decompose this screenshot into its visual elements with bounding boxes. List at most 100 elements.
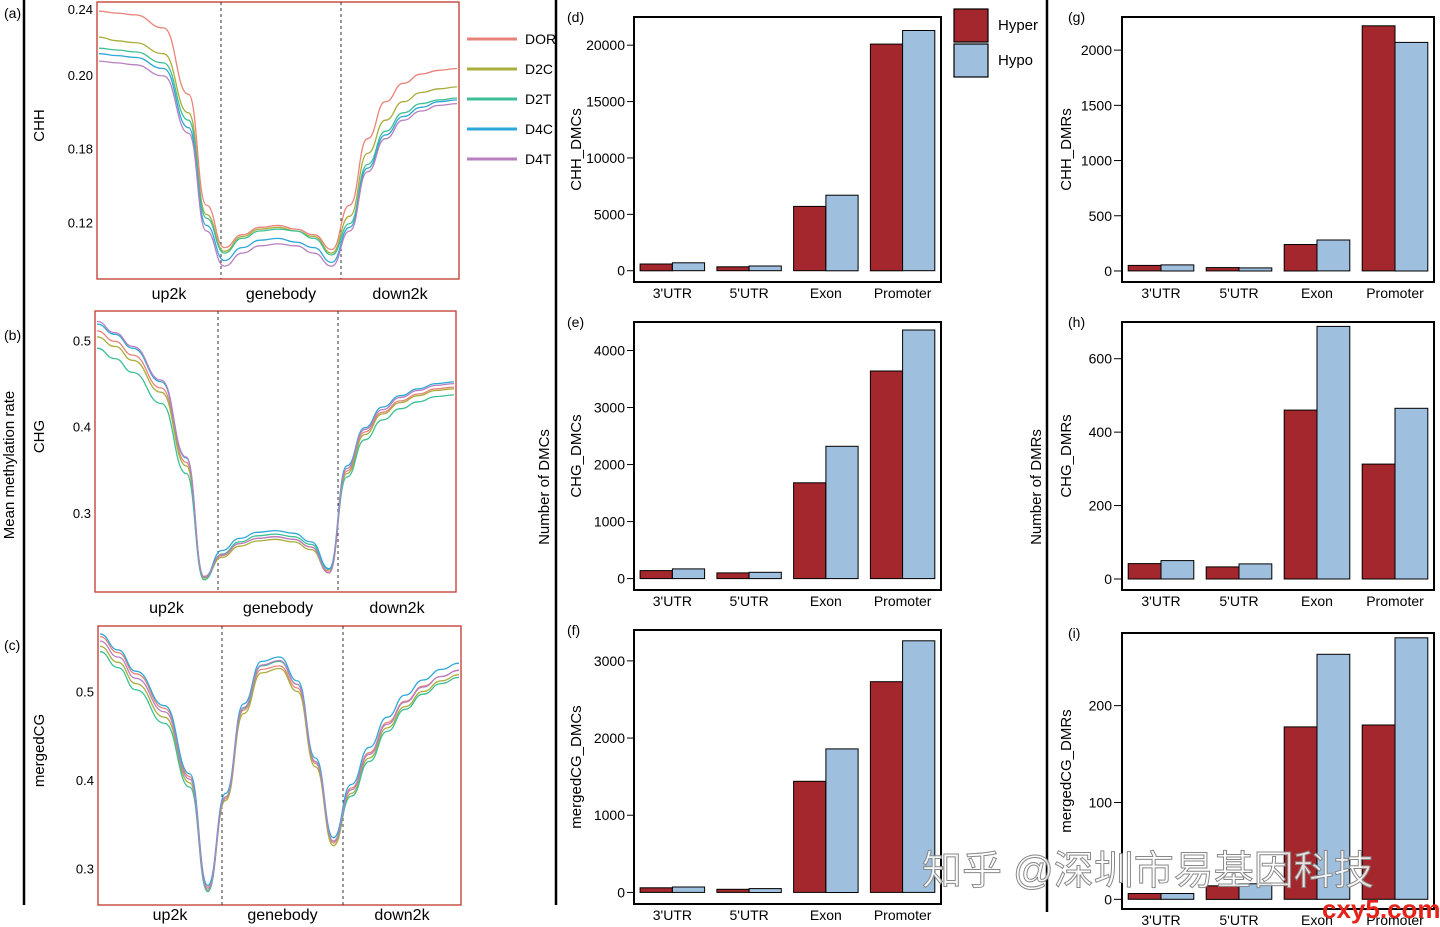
legend-label: D4T bbox=[525, 151, 552, 167]
y-tick-label: 0.12 bbox=[68, 216, 93, 231]
bar-hypo bbox=[1394, 407, 1429, 580]
y-tick-label: 0.3 bbox=[73, 506, 91, 521]
bar-hyper bbox=[716, 888, 750, 893]
y-tick-label: 5000 bbox=[594, 206, 625, 222]
y-tick-label: 0.5 bbox=[73, 333, 91, 348]
panel-label: (e) bbox=[567, 314, 584, 330]
x-tick-label: 3'UTR bbox=[1141, 593, 1180, 609]
x-region-label: down2k bbox=[374, 907, 430, 924]
x-tick-label: Exon bbox=[1301, 285, 1333, 301]
panel-c-mergedcg-line-chart: (c) mergedCG 0.5 0.4 0.3 up2k genebody down2k bbox=[4, 625, 462, 924]
bar-hyper bbox=[1361, 724, 1396, 900]
bar-hypo bbox=[1316, 239, 1351, 272]
panel-label: (a) bbox=[4, 5, 21, 21]
bar-hyper bbox=[1127, 563, 1162, 580]
panel-label: (c) bbox=[4, 637, 20, 653]
series-line-d4t bbox=[96, 320, 455, 578]
bar-hyper bbox=[1205, 267, 1240, 272]
x-region-label: genebody bbox=[246, 286, 316, 303]
y-tick-label: 0 bbox=[1104, 263, 1112, 279]
plot-frame bbox=[633, 16, 942, 283]
x-tick-label: 3'UTR bbox=[1141, 285, 1180, 301]
y-tick-label: 0 bbox=[617, 263, 625, 279]
panel-i-mergedcg-dmrs-bar-chart: (i) mergedCG_DMRs 0 100 200 3'UTR 5'UTR Exon Pro… bbox=[1058, 625, 1435, 927]
x-tick-label: Promoter bbox=[874, 285, 932, 301]
bar-hypo bbox=[1316, 653, 1351, 900]
panel-g-chh-dmrs-bar-chart: (g) CHH_DMRs 0 500 1000 1500 2000 3'UTR 5'UTR Exo… bbox=[1058, 9, 1435, 301]
series-line-d2c bbox=[98, 36, 458, 254]
series-line-dor bbox=[98, 10, 458, 251]
x-tick-label: 5'UTR bbox=[1219, 593, 1258, 609]
legend-label: D4C bbox=[525, 121, 553, 137]
y-tick-label: 1000 bbox=[1081, 153, 1112, 169]
series-line-d2c bbox=[96, 336, 455, 579]
x-region-label: genebody bbox=[247, 907, 317, 924]
panel-a-chh-line-chart: (a) CHH 0.24 0.20 0.18 0.12 up2k genebody down2k bbox=[4, 1, 460, 303]
bar-hyper bbox=[869, 681, 904, 893]
y-tick-label: 0 bbox=[617, 884, 625, 900]
y-axis-label: mergedCG_DMRs bbox=[1058, 709, 1075, 832]
y-tick-label: 0 bbox=[617, 571, 625, 587]
bar-hypo bbox=[902, 329, 936, 580]
bar-hypo bbox=[1394, 637, 1429, 900]
bar-hypo bbox=[748, 265, 782, 272]
panel-label: (f) bbox=[567, 622, 580, 638]
y-tick-label: 0 bbox=[1104, 891, 1112, 907]
y-tick-label: 2000 bbox=[594, 457, 625, 473]
x-tick-label: Promoter bbox=[1366, 593, 1424, 609]
panel-label: (i) bbox=[1068, 625, 1080, 641]
x-tick-label: 5'UTR bbox=[730, 907, 769, 923]
y-axis-label: CHH_DMRs bbox=[1058, 108, 1075, 191]
x-region-label: up2k bbox=[149, 600, 185, 617]
y-tick-label: 0.5 bbox=[76, 684, 94, 699]
bar-hypo bbox=[671, 886, 706, 893]
y-tick-label: 1000 bbox=[594, 807, 625, 823]
y-tick-label: 4000 bbox=[594, 343, 625, 359]
bar-hypo bbox=[1238, 563, 1273, 580]
bar-hyper bbox=[793, 205, 827, 272]
panel-d-chh-dmcs-bar-chart: (d) CHH_DMCs 0 5000 10000 15000 20000 3'UTR 5'UT… bbox=[567, 9, 942, 301]
plot-frame bbox=[94, 310, 457, 593]
bar-hyper bbox=[1283, 409, 1318, 580]
bar-hypo bbox=[748, 888, 782, 893]
x-tick-label: Promoter bbox=[874, 907, 932, 923]
y-tick-label: 200 bbox=[1089, 698, 1113, 714]
panel-label: (g) bbox=[1068, 9, 1085, 25]
legend-label: D2C bbox=[525, 61, 553, 77]
bar-hyper bbox=[1127, 264, 1162, 272]
bar-hyper bbox=[1127, 893, 1162, 900]
series-line-d2t bbox=[96, 347, 455, 581]
x-tick-label: 5'UTR bbox=[730, 285, 769, 301]
plot-frame bbox=[633, 321, 942, 591]
x-region-label: up2k bbox=[153, 907, 189, 924]
bar-hyper bbox=[1361, 25, 1396, 272]
y-super-label-mid: Number of DMCs bbox=[536, 429, 553, 545]
bar-hypo bbox=[1316, 325, 1351, 580]
y-tick-label: 1000 bbox=[594, 514, 625, 530]
y-tick-label: 2000 bbox=[594, 730, 625, 746]
plot-frame bbox=[1121, 632, 1435, 910]
x-tick-label: Exon bbox=[1301, 912, 1333, 927]
series-line-d2t bbox=[98, 47, 458, 256]
x-tick-label: 3'UTR bbox=[1141, 912, 1180, 927]
y-super-label-right: Number of DMRs bbox=[1028, 429, 1045, 545]
legend-swatch-hyper bbox=[953, 8, 989, 43]
y-axis-label: mergedCG bbox=[31, 714, 48, 787]
x-tick-label: Exon bbox=[810, 593, 842, 609]
y-tick-label: 200 bbox=[1089, 498, 1113, 514]
bar-hyper bbox=[1361, 463, 1396, 580]
bar-legend: Hyper Hypo bbox=[953, 8, 1038, 78]
watermark-site: cxy5.com bbox=[1322, 894, 1440, 924]
y-axis-label: mergedCG_DMCs bbox=[568, 705, 585, 828]
bar-hyper bbox=[793, 780, 827, 893]
y-tick-label: 10000 bbox=[586, 150, 625, 166]
bar-hyper bbox=[1283, 244, 1318, 272]
bar-hypo bbox=[1238, 267, 1273, 272]
bar-hyper bbox=[869, 43, 904, 272]
x-tick-label: Promoter bbox=[1366, 912, 1424, 927]
y-tick-label: 15000 bbox=[586, 94, 625, 110]
y-tick-label: 0.18 bbox=[68, 142, 93, 157]
panel-f-mergedcg-dmcs-bar-chart: (f) mergedCG_DMCs 0 1000 2000 3000 3'UTR 5'UTR E… bbox=[567, 622, 942, 923]
y-tick-label: 3000 bbox=[594, 653, 625, 669]
